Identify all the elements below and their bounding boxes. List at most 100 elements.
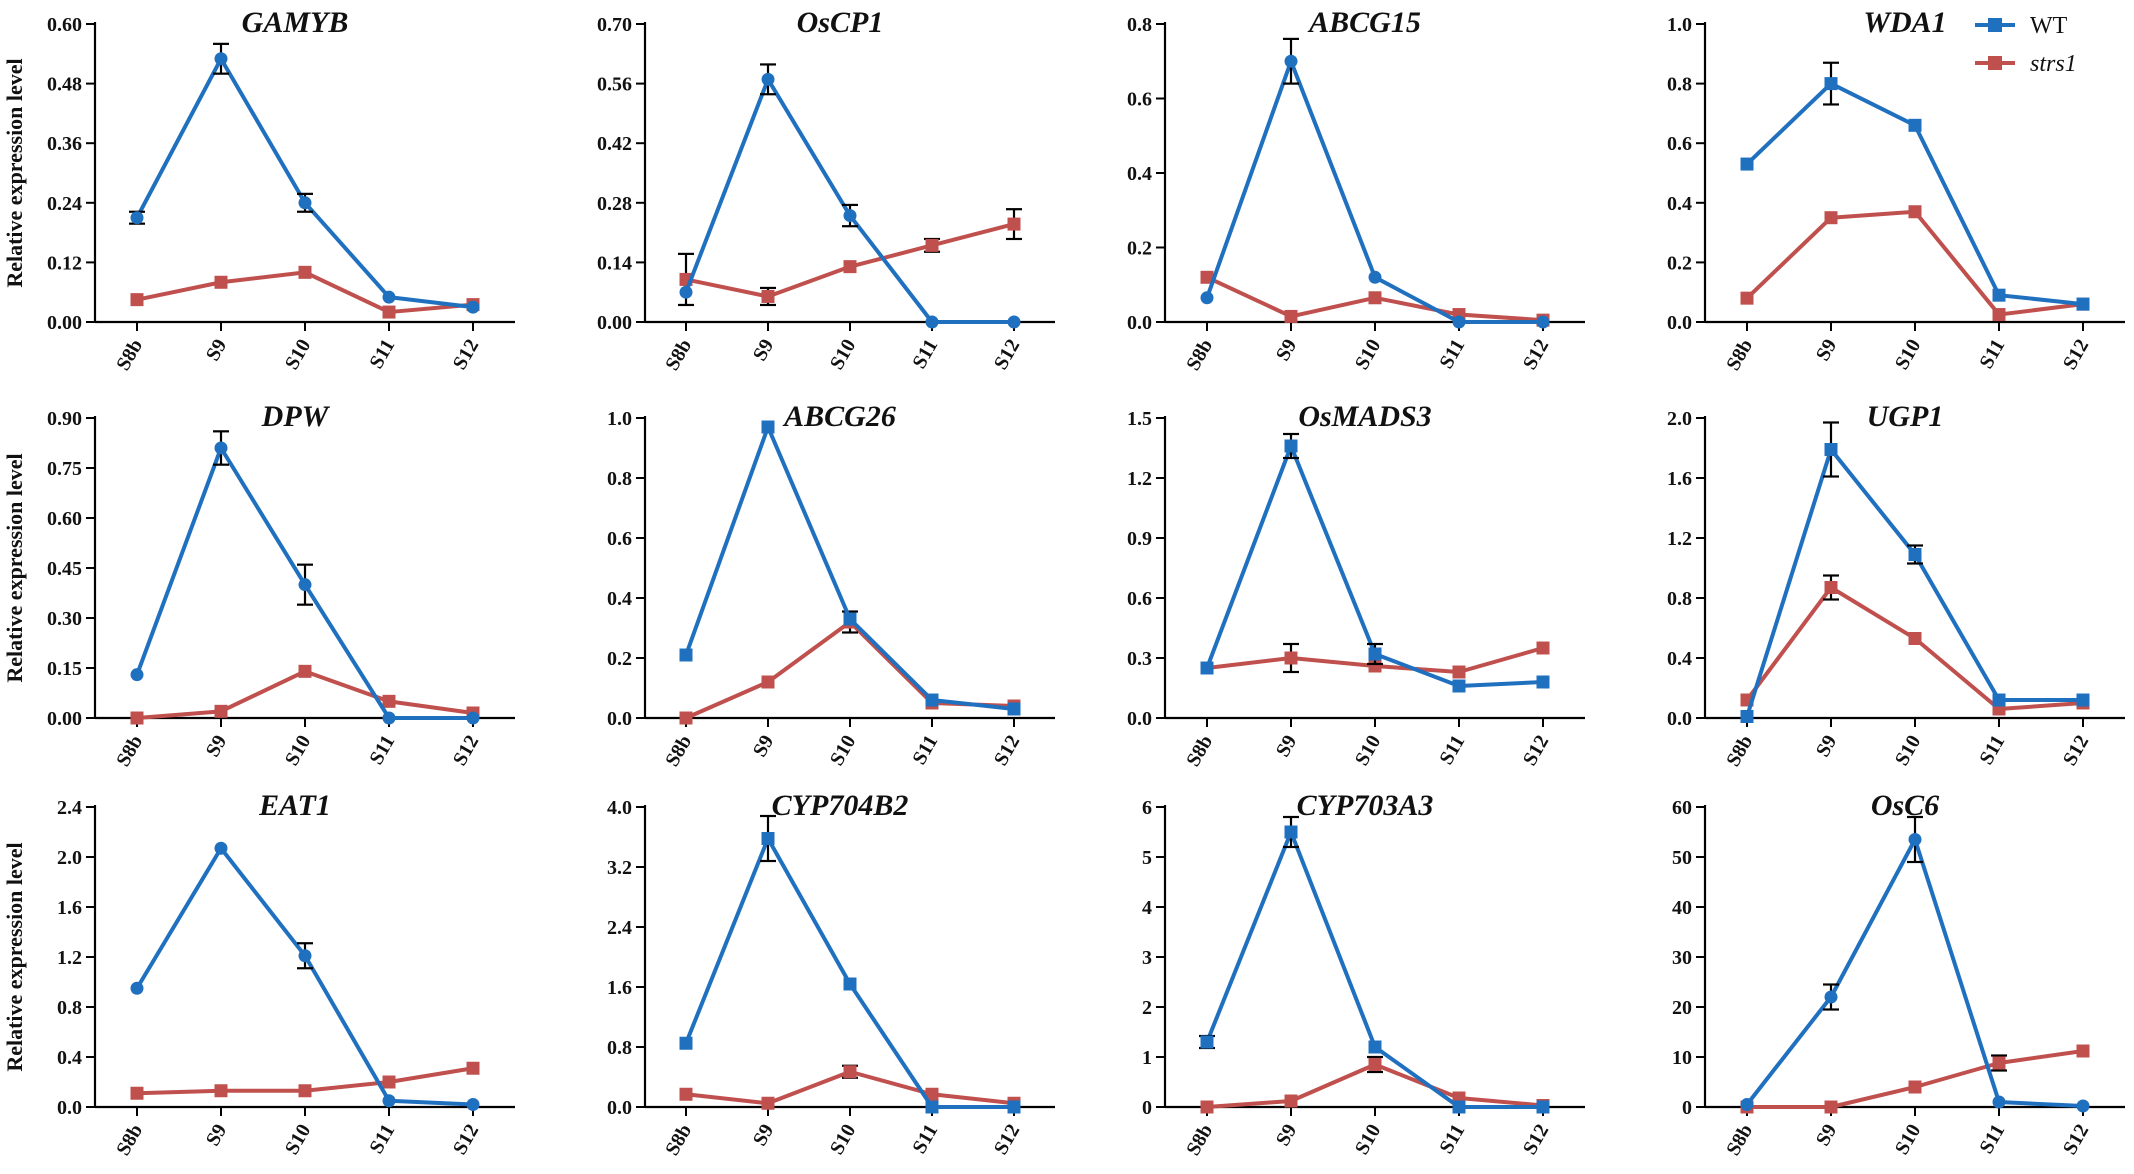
data-point — [466, 300, 480, 314]
data-point — [1200, 270, 1214, 284]
data-point — [1740, 1098, 1754, 1111]
y-tick-label: 0.42 — [597, 133, 632, 155]
x-tick-label: S10 — [826, 1121, 861, 1159]
data-point — [1908, 1080, 1922, 1094]
y-tick-label: 1.6 — [607, 977, 632, 999]
data-point — [382, 305, 396, 319]
data-point — [1452, 679, 1466, 693]
data-point — [761, 832, 775, 845]
series-line-wt — [135, 846, 474, 1107]
series-line-wt — [684, 77, 1014, 324]
y-axis-label: Relative expression level — [2, 842, 27, 1071]
y-tick-label: 1 — [1142, 1047, 1152, 1069]
x-tick-label: S11 — [1975, 1121, 2009, 1158]
chart-title: WDA1 — [1863, 6, 1946, 39]
x-tick-label: S8b — [112, 732, 147, 771]
data-point — [1368, 1040, 1382, 1054]
y-tick-label: 5 — [1142, 847, 1152, 869]
data-point — [466, 1098, 480, 1111]
y-tick-label: 4 — [1142, 897, 1152, 919]
y-tick-label: 1.5 — [1127, 408, 1152, 430]
x-tick-label: S11 — [1975, 732, 2009, 769]
data-point — [761, 72, 775, 86]
y-tick-label: 1.2 — [1127, 468, 1152, 490]
x-tick-label: S11 — [908, 732, 942, 769]
x-tick-label: S9 — [1812, 336, 1842, 365]
data-point — [382, 694, 396, 708]
series-wt — [1199, 815, 1550, 1114]
y-tick-label: 0.70 — [597, 14, 632, 36]
data-point — [843, 209, 857, 223]
y-tick-label: 0.4 — [57, 1047, 82, 1069]
y-tick-label: 0.0 — [1127, 312, 1152, 334]
data-point — [1284, 54, 1298, 68]
x-tick-label: S8b — [1182, 732, 1217, 771]
chart-panel-osc6: 0 10 20 30 40 50 60 S8b S9 S10 S11 S12 OsC6 — [1672, 789, 2125, 1159]
y-tick-label: 0.8 — [1667, 588, 1692, 610]
chart-title: GAMYB — [242, 6, 349, 39]
x-tick-label: S8b — [112, 336, 147, 375]
y-tick-label: 0.8 — [1127, 14, 1152, 36]
data-point — [1368, 270, 1382, 284]
data-point — [1536, 1100, 1550, 1114]
data-point — [761, 1096, 775, 1110]
x-tick-label: S12 — [449, 1121, 484, 1159]
y-tick-label: 0.60 — [47, 14, 82, 36]
y-tick-label: 2 — [1142, 997, 1152, 1019]
y-tick-label: 0.2 — [607, 648, 632, 670]
series-strs1 — [130, 265, 480, 319]
data-point — [130, 711, 144, 725]
data-point — [1007, 315, 1021, 329]
x-tick-label: S10 — [1891, 336, 1926, 374]
y-tick-label: 30 — [1672, 947, 1692, 969]
data-point — [679, 285, 693, 299]
x-tick-label: S10 — [1351, 1121, 1386, 1159]
x-tick-label: S9 — [202, 1121, 232, 1150]
series-line-wt — [1745, 837, 2084, 1108]
x-tick-label: S8b — [661, 1121, 696, 1160]
y-tick-label: 1.2 — [1667, 528, 1692, 550]
x-tick-label: S11 — [1435, 732, 1469, 769]
x-tick-label: S12 — [990, 732, 1025, 770]
y-tick-label: 0.0 — [1127, 708, 1152, 730]
x-tick-label: S10 — [826, 336, 861, 374]
y-tick-label: 0.9 — [1127, 528, 1152, 550]
chart-title: ABCG26 — [782, 400, 896, 433]
x-tick-label: S9 — [1272, 732, 1302, 761]
data-point — [1740, 291, 1754, 305]
y-tick-label: 6 — [1142, 797, 1152, 819]
data-point — [1007, 1100, 1021, 1114]
series-line-strs1 — [1747, 1049, 2084, 1109]
data-point — [1200, 291, 1214, 305]
data-point — [1200, 661, 1214, 675]
chart-title: OsMADS3 — [1298, 400, 1431, 433]
x-tick-label: S12 — [990, 336, 1025, 374]
y-tick-label: 0.4 — [607, 588, 632, 610]
data-point — [925, 1087, 939, 1101]
data-point — [679, 648, 693, 662]
series-wt — [1740, 421, 2090, 723]
data-point — [1992, 288, 2006, 302]
chart-panel-osmads3: 0.0 0.3 0.6 0.9 1.2 1.5 S8b S9 S10 S11 S12 OsMADS3 — [1127, 400, 1585, 770]
x-tick-label: S8b — [1722, 1121, 1757, 1160]
data-point — [679, 1087, 693, 1101]
legend-marker — [1988, 18, 2002, 32]
y-tick-label: 2.0 — [57, 847, 82, 869]
chart-title: DPW — [261, 400, 331, 433]
data-point — [1992, 308, 2006, 322]
series-strs1 — [1200, 641, 1550, 679]
data-point — [1284, 309, 1298, 323]
y-tick-label: 3 — [1142, 947, 1152, 969]
y-tick-label: 20 — [1672, 997, 1692, 1019]
series-strs1 — [130, 664, 480, 725]
data-point — [382, 1094, 396, 1108]
data-point — [1452, 1100, 1466, 1114]
y-tick-label: 0.56 — [597, 74, 632, 96]
data-point — [1740, 157, 1754, 171]
x-tick-label: S12 — [990, 1121, 1025, 1159]
x-tick-label: S10 — [826, 732, 861, 770]
y-tick-label: 0.2 — [1127, 238, 1152, 260]
data-point — [214, 52, 228, 66]
x-tick-label: S9 — [749, 336, 779, 365]
y-tick-label: 0.90 — [47, 408, 82, 430]
